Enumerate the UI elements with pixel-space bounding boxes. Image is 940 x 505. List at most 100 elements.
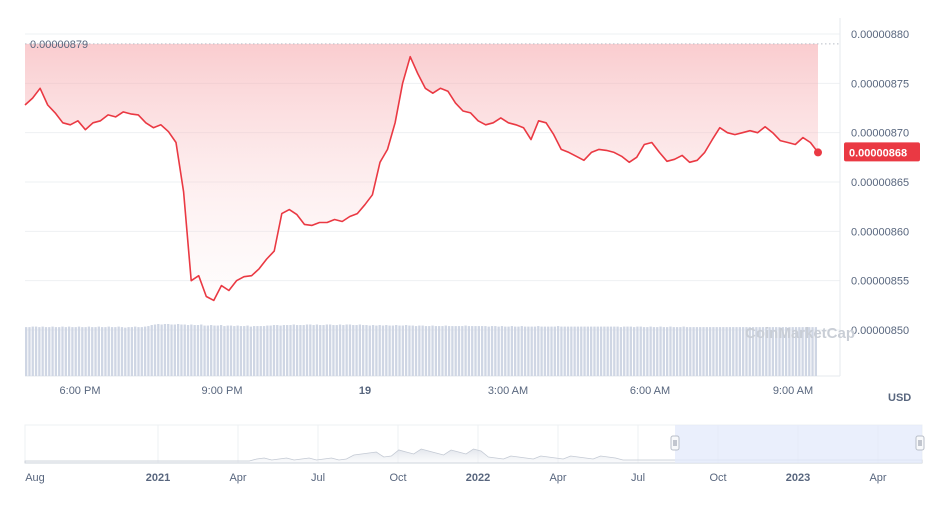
volume-bar [672,327,675,376]
volume-bar [193,325,196,376]
volume-bar [107,326,110,376]
volume-bar [226,325,229,376]
volume-bar [599,326,603,376]
volume-bar [735,327,738,376]
x-tick-label: 3:00 AM [488,385,528,397]
volume-bar [431,325,434,376]
volume-bar [467,326,471,376]
volume-bar [722,327,725,376]
navigator-right-handle[interactable] [915,435,925,451]
volume-bar [804,327,808,376]
volume-bar [173,324,176,376]
volume-bar [451,326,454,376]
volume-bar [497,326,500,376]
volume-bar [606,326,609,376]
volume-bar [480,326,484,376]
y-tick-label: 0.00000855 [851,276,909,288]
volume-bar [424,326,428,376]
navigator-left-handle[interactable] [670,435,680,451]
volume-bar [708,327,712,376]
volume-bar [788,327,791,376]
volume-bar [447,326,451,376]
volume-bar [282,325,286,376]
volume-bar [778,327,781,376]
volume-bar [441,326,444,376]
volume-bar [642,327,646,376]
navigator-tick-label: Oct [709,472,726,484]
y-tick-label: 0.00000865 [851,177,909,189]
volume-bar [358,324,362,376]
volume-bar [580,326,583,376]
volume-bar [180,324,183,376]
volume-bar [570,326,573,376]
volume-bar [279,325,282,376]
volume-bar [632,327,636,376]
volume-bar [613,326,616,376]
volume-bar [28,327,31,376]
volume-bar [312,325,315,376]
volume-bar [520,326,523,376]
volume-bar [547,326,550,376]
volume-bar [160,324,163,376]
volume-bar [150,325,153,376]
volume-bar [259,326,262,376]
navigator-selection[interactable] [675,425,922,463]
volume-bar [626,326,629,376]
time-navigator[interactable]: Aug 2021 Apr Jul Oct 2022 Apr Jul Oct 2023 Apr [24,424,925,484]
x-tick-label: 9:00 AM [773,385,813,397]
volume-bar [646,327,649,376]
volume-bar [553,326,556,376]
volume-bar [110,327,114,376]
volume-bar [25,327,28,376]
navigator-tick-label: Aug [25,472,45,484]
volume-bar [233,326,236,376]
volume-bar [616,326,619,376]
last-price-label: 0.00000868 [849,147,907,159]
volume-bar [758,327,761,376]
volume-bar [596,326,599,376]
handle-grip[interactable] [915,435,925,451]
volume-bar [689,327,692,376]
volume-bar [765,327,768,376]
volume-bar [219,325,223,376]
volume-bar [530,326,533,376]
volume-bar [794,327,798,376]
volume-bar [213,325,216,376]
volume-bar [147,326,150,376]
navigator-tick-label: 2022 [466,472,490,484]
volume-bar [438,326,441,376]
volume-bar [675,327,679,376]
volume-bar [404,325,408,376]
volume-bar [408,325,411,376]
volume-bar [639,326,642,376]
volume-bar [114,327,117,376]
volume-bar [87,326,91,376]
volume-bar [292,324,295,376]
y-tick-label: 0.00000880 [851,29,909,41]
volume-bar [504,326,507,376]
x-tick-label: 6:00 PM [60,385,101,397]
x-axis: 6:00 PM 9:00 PM 19 3:00 AM 6:00 AM 9:00 AM [60,385,814,397]
volume-bar [593,326,596,376]
volume-bar [814,327,817,376]
navigator-tick-label: Apr [229,472,246,484]
volume-bar [712,327,715,376]
volume-bar [58,327,61,376]
handle-grip[interactable] [670,435,680,451]
volume-bar [583,326,586,376]
volume-bar [74,327,77,376]
volume-bar [94,327,97,376]
volume-bar [120,327,124,376]
volume-bar [44,327,48,376]
navigator-tick-label: Jul [631,472,645,484]
volume-bar [71,327,74,376]
volume-bar [332,325,335,376]
volume-bar [656,327,659,376]
volume-bar [67,326,71,376]
volume-bar [543,326,547,376]
navigator-tick-label: Apr [549,472,566,484]
volume-bar [666,327,669,376]
volume-bar [398,325,401,376]
